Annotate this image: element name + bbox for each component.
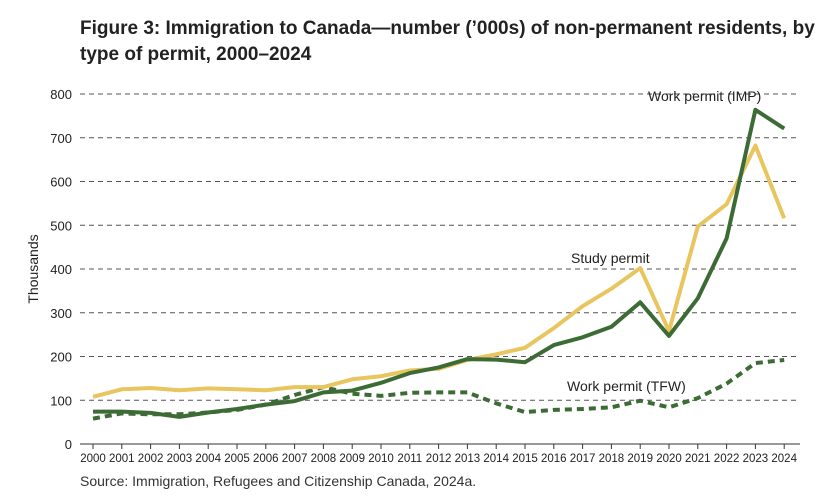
series-line-work-permit-tfw bbox=[92, 358, 785, 421]
y-tick-label: 200 bbox=[50, 350, 72, 365]
y-tick-labels: 0 100 200 300 400 500 600 700 800 bbox=[50, 87, 72, 452]
series-labels: Work permit (IMP) Study permit Work perm… bbox=[567, 88, 761, 394]
x-tick-label: 2001 bbox=[109, 453, 135, 465]
series-line-study-permit bbox=[92, 143, 787, 399]
x-tick-label: 2023 bbox=[743, 453, 769, 465]
x-tick-label: 2006 bbox=[253, 453, 279, 465]
x-tick-label: 2009 bbox=[339, 453, 365, 465]
x-tick-label: 2005 bbox=[224, 453, 250, 465]
x-tick-label: 2021 bbox=[685, 453, 711, 465]
y-tick-label: 300 bbox=[50, 306, 72, 321]
x-tick-label: 2008 bbox=[311, 453, 337, 465]
x-tick-label: 2019 bbox=[627, 453, 653, 465]
series-label-study-permit: Study permit bbox=[571, 250, 650, 266]
x-tick-label: 2004 bbox=[195, 453, 221, 465]
series-lines bbox=[92, 107, 787, 421]
x-tick-label: 2024 bbox=[771, 453, 797, 465]
x-tick-label: 2007 bbox=[282, 453, 308, 465]
x-tick-label: 2000 bbox=[80, 453, 106, 465]
x-tick-label: 2012 bbox=[426, 453, 452, 465]
x-tick-label: 2014 bbox=[483, 453, 509, 465]
y-tick-label: 700 bbox=[50, 131, 72, 146]
series-line-work-permit-imp bbox=[93, 107, 786, 419]
x-tick-label: 2010 bbox=[368, 453, 394, 465]
x-tick-label: 2017 bbox=[570, 453, 596, 465]
x-tick-label: 2016 bbox=[541, 453, 567, 465]
y-tick-label: 0 bbox=[65, 437, 72, 452]
x-tick-label: 2002 bbox=[138, 453, 164, 465]
y-axis-label: Thousands bbox=[25, 234, 41, 303]
chart-source: Source: Immigration, Refugees and Citize… bbox=[80, 473, 477, 489]
series-label-work-permit-tfw: Work permit (TFW) bbox=[567, 378, 686, 394]
x-tick-labels: 2000 2001 2002 2003 2004 2005 2006 2007 2008 2009… bbox=[80, 444, 798, 465]
x-tick-label: 2013 bbox=[455, 453, 481, 465]
y-tick-label: 100 bbox=[50, 393, 72, 408]
y-tick-label: 500 bbox=[50, 218, 72, 233]
x-tick-label: 2018 bbox=[599, 453, 625, 465]
x-tick-label: 2020 bbox=[656, 453, 682, 465]
gridlines bbox=[80, 93, 800, 401]
series-label-work-permit-imp: Work permit (IMP) bbox=[648, 88, 761, 104]
y-tick-label: 400 bbox=[50, 262, 72, 277]
x-tick-label: 2003 bbox=[167, 453, 193, 465]
x-tick-label: 2015 bbox=[512, 453, 538, 465]
x-tick-label: 2011 bbox=[397, 453, 422, 465]
chart-title: Figure 3: Immigration to Canada—number (… bbox=[80, 18, 815, 65]
y-tick-label: 800 bbox=[50, 87, 72, 102]
y-tick-label: 600 bbox=[50, 175, 72, 190]
x-tick-label: 2022 bbox=[714, 453, 740, 465]
